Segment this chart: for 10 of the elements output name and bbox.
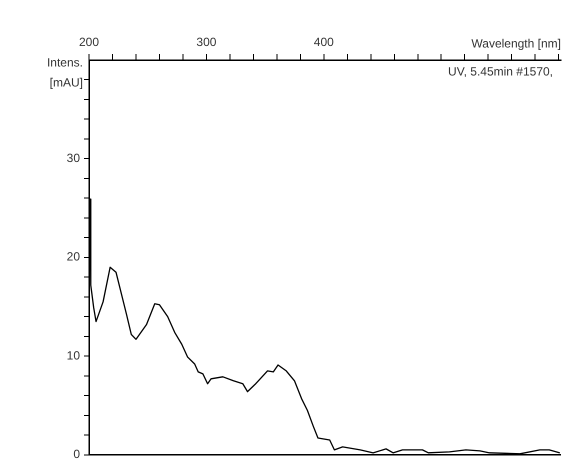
x-tick-label: 200 [78, 35, 100, 50]
y-tick-label: 30 [66, 151, 80, 166]
annotation: UV, 5.45min #1570, [448, 64, 553, 78]
x-tick-label: 400 [314, 35, 334, 50]
x-axis-title: Wavelength [nm] [471, 36, 561, 50]
y-tick-label: 20 [66, 250, 80, 264]
y-tick-label: 10 [66, 348, 80, 362]
x-tick-label: 300 [196, 35, 217, 50]
y-axis-title: Intens. [mAU] [46, 55, 83, 90]
y-tick-label: 0 [73, 447, 80, 462]
